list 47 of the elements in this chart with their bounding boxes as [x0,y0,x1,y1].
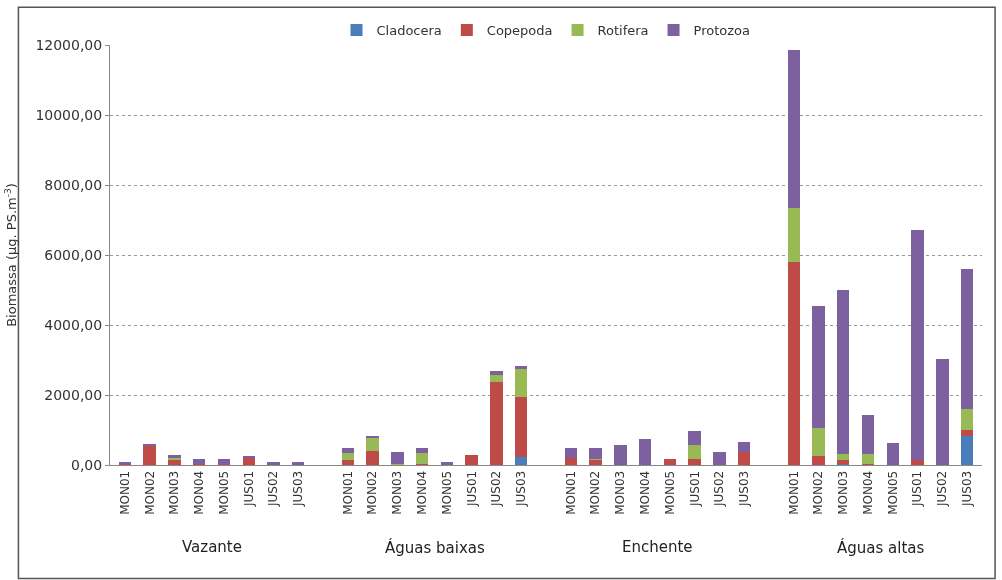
y-tick-label: 8000,00 [44,176,103,193]
legend-label: Protozoa [693,23,750,39]
x-tick-label: JUS02 [489,470,504,508]
y-tick-label: 2000,00 [44,386,103,403]
text: Vazante [182,538,242,556]
text: Enchente [622,538,693,556]
x-tick-label: JUS01 [910,470,925,508]
legend-label: Copepoda [486,23,553,39]
x-tick-label: JUS02 [266,470,281,508]
x-tick-label: MON02 [365,470,380,515]
legend-label: Cladocera [376,23,442,39]
x-tick-label: JUS01 [687,470,702,508]
y-tick-label: 12000,00 [35,36,103,53]
y-tick-label: 10000,00 [35,106,103,123]
text: Águas altas [837,538,925,557]
x-tick-label: MON01 [340,470,355,515]
x-tick-label: MON01 [563,470,578,515]
x-tick-label: JUS02 [935,470,950,508]
y-tick-label: 0,00 [71,456,103,473]
x-tick-label: MON03 [390,470,405,515]
x-tick-label: MON03 [613,470,628,515]
x-tick-label: MON05 [439,470,454,515]
y-tick-label: 4000,00 [44,316,103,333]
x-tick-label: JUS01 [241,470,256,508]
x-tick-label: MON02 [588,470,603,515]
x-tick-label: MON04 [192,470,207,515]
x-tick-label: JUS03 [291,470,306,508]
legend-label: Rotifera [597,23,649,39]
x-tick-label: JUS03 [737,470,752,508]
x-tick-label: MON01 [117,470,132,515]
x-tick-label: MON05 [885,470,900,515]
x-tick-label: MON05 [216,470,231,515]
x-tick-label: MON02 [811,470,826,515]
x-tick-label: MON05 [662,470,677,515]
x-tick-label: MON04 [860,470,875,515]
x-tick-label: MON04 [637,470,652,515]
x-tick-label: MON01 [786,470,801,515]
text: Águas baixas [385,538,486,557]
x-tick-label: MON03 [836,470,851,515]
x-tick-label: MON04 [415,470,430,515]
x-tick-label: JUS01 [464,470,479,508]
x-tick-label: JUS03 [514,470,529,508]
x-tick-label: MON03 [167,470,182,515]
y-tick-label: 6000,00 [44,246,103,263]
x-tick-label: JUS02 [712,470,727,508]
x-tick-label: JUS03 [960,470,975,508]
x-tick-label: MON02 [142,470,157,515]
